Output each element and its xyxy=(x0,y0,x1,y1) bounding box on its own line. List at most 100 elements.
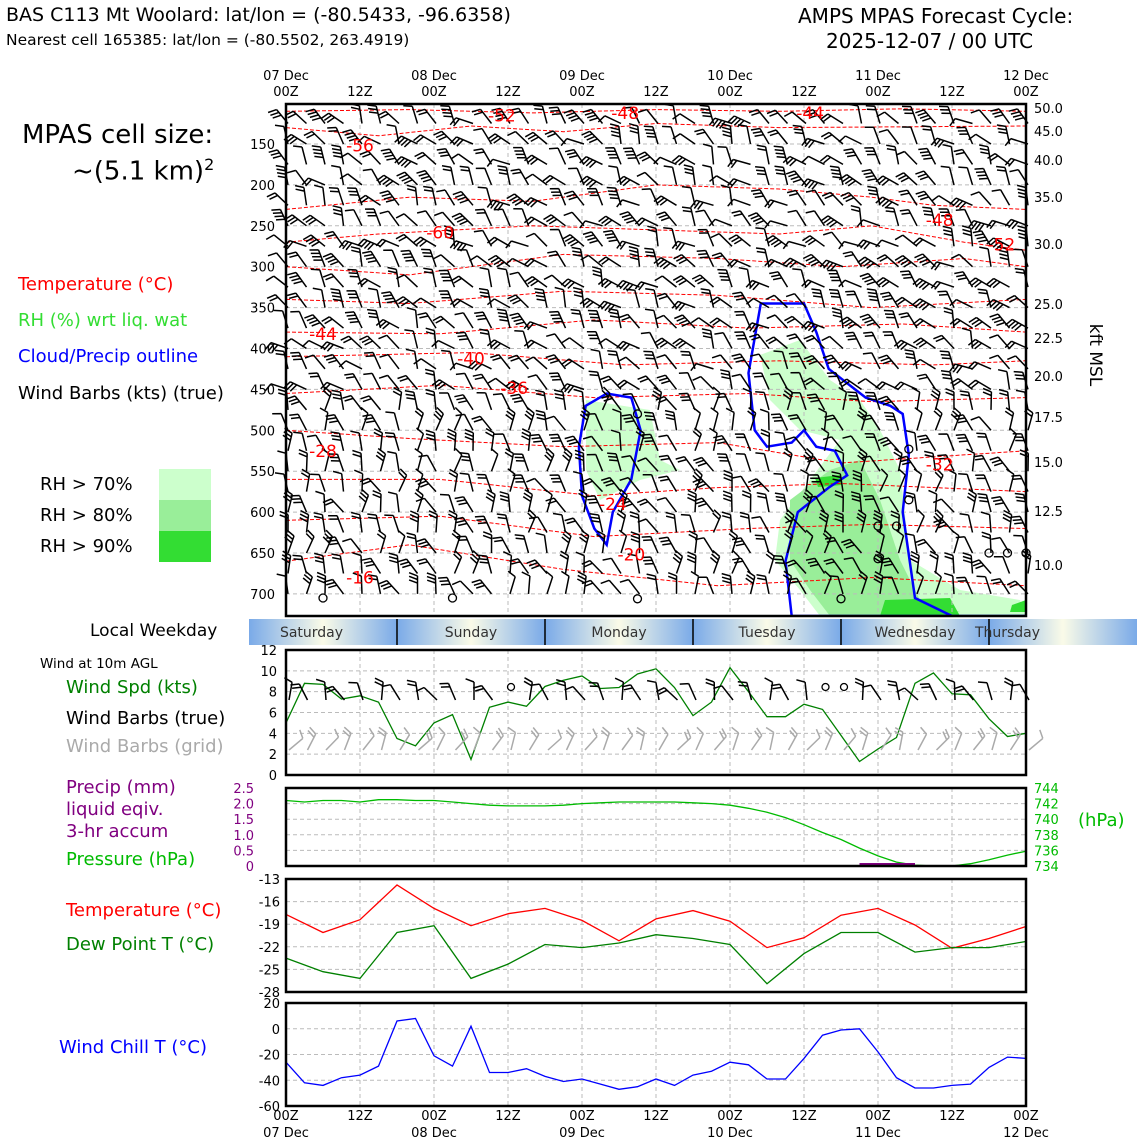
wind-barb xyxy=(415,686,438,701)
wind-barb xyxy=(320,381,344,391)
wind-barb xyxy=(728,234,751,247)
wind-barb xyxy=(919,682,938,701)
wind-barb xyxy=(326,536,345,554)
wind-barb xyxy=(619,497,641,513)
wind-barb xyxy=(367,574,382,595)
wind-barb xyxy=(545,570,554,595)
rh80-swatch xyxy=(159,500,211,531)
wind-barb xyxy=(400,249,419,268)
wind-barb xyxy=(688,530,698,554)
wind-barb xyxy=(912,358,936,370)
wind-barb xyxy=(693,497,715,513)
top-12z-label: 12Z xyxy=(643,85,669,100)
wind-barb xyxy=(414,407,425,431)
windchill-tick-label: 0 xyxy=(272,1023,280,1038)
wind-barb xyxy=(378,579,400,595)
wind-barb xyxy=(747,212,770,227)
wind-barb xyxy=(415,477,437,493)
wind-barb xyxy=(618,529,628,554)
wind-barb xyxy=(490,354,511,370)
wind-barb xyxy=(479,328,493,349)
wind-barb xyxy=(505,240,529,249)
calm-circle xyxy=(904,444,914,454)
wind-barb xyxy=(582,435,604,452)
wind-barb xyxy=(344,372,363,390)
wind-barb xyxy=(839,316,862,330)
rh70-swatch xyxy=(159,469,211,500)
grid-wind-barb xyxy=(787,726,798,751)
wind-barb xyxy=(330,288,345,308)
wind-barb xyxy=(838,386,848,411)
wind-barb xyxy=(616,509,627,533)
wind-barb xyxy=(785,559,807,575)
wind-barb xyxy=(901,126,918,145)
wind-barb xyxy=(512,474,530,492)
wind-barb xyxy=(713,434,733,452)
grid-wind-barb xyxy=(528,727,540,751)
wind-barb xyxy=(441,165,456,186)
wind-barb xyxy=(765,550,775,574)
wind-barb xyxy=(502,551,513,574)
wind-barb xyxy=(549,474,567,492)
top-12z-label: 12Z xyxy=(939,85,965,100)
temp-tick-label: -25 xyxy=(259,963,280,978)
temp-tick-label: -19 xyxy=(259,918,280,933)
wind-barb xyxy=(523,197,548,208)
wind-barb xyxy=(661,125,678,145)
wind-barb xyxy=(629,511,641,533)
wind-barb xyxy=(619,578,641,595)
wind-tick-label: 0 xyxy=(269,769,277,784)
wind-barb xyxy=(732,475,752,492)
wind-barb xyxy=(621,684,642,701)
wind-barb xyxy=(986,298,1010,312)
wind-barb xyxy=(887,680,901,701)
wind-barb xyxy=(449,136,474,147)
wind-barb xyxy=(725,407,735,431)
wind-barb xyxy=(709,296,733,309)
wind-barb xyxy=(514,534,530,554)
wind-barb xyxy=(361,557,382,574)
wind-barb xyxy=(896,687,919,701)
wind-barb xyxy=(787,577,807,595)
wind-barb xyxy=(857,256,881,269)
wind-barb xyxy=(352,552,363,574)
grid-wind-barb xyxy=(750,727,763,751)
wind-barb xyxy=(432,315,455,329)
wind-barb xyxy=(573,388,585,410)
wind-barb xyxy=(731,550,740,574)
wind-barb xyxy=(944,552,955,574)
wind-barb xyxy=(856,219,881,228)
wind-barb xyxy=(482,531,493,554)
wind-barb xyxy=(803,354,826,370)
wind-barb xyxy=(646,679,660,701)
wind-barb xyxy=(479,266,493,288)
wind-barb xyxy=(362,414,382,431)
bottom-date-label: 10 Dec xyxy=(707,1126,753,1140)
grid-wind-barb xyxy=(859,726,869,751)
height-tick-label: 35.0 xyxy=(1034,191,1063,206)
wind-barb xyxy=(782,240,807,250)
wind-barb xyxy=(455,413,474,431)
wind-barb xyxy=(720,369,733,390)
wind-barb xyxy=(373,428,384,451)
wind-barb xyxy=(375,318,400,330)
legend-temperature: Temperature (°C) xyxy=(18,274,174,295)
wind-barb xyxy=(600,476,622,493)
wind-barb xyxy=(581,579,604,595)
wind-barb xyxy=(915,170,937,186)
wind-barb xyxy=(563,109,585,124)
wind-barb xyxy=(367,513,382,533)
wind-barb xyxy=(938,105,955,124)
pressure-tick-label: 600 xyxy=(250,506,275,521)
legend-precip-1: Precip (mm) xyxy=(66,777,176,798)
forecast-title: AMPS MPAS Forecast Cycle: xyxy=(798,4,1074,28)
wind-barb xyxy=(656,292,678,309)
wind-barb xyxy=(505,407,516,431)
wind-barb xyxy=(774,165,789,186)
wind-barb xyxy=(916,570,925,595)
wind-barb xyxy=(553,389,567,411)
wind-barb xyxy=(818,509,830,533)
wind-barb xyxy=(764,677,774,701)
temperature-contour xyxy=(286,108,1026,114)
